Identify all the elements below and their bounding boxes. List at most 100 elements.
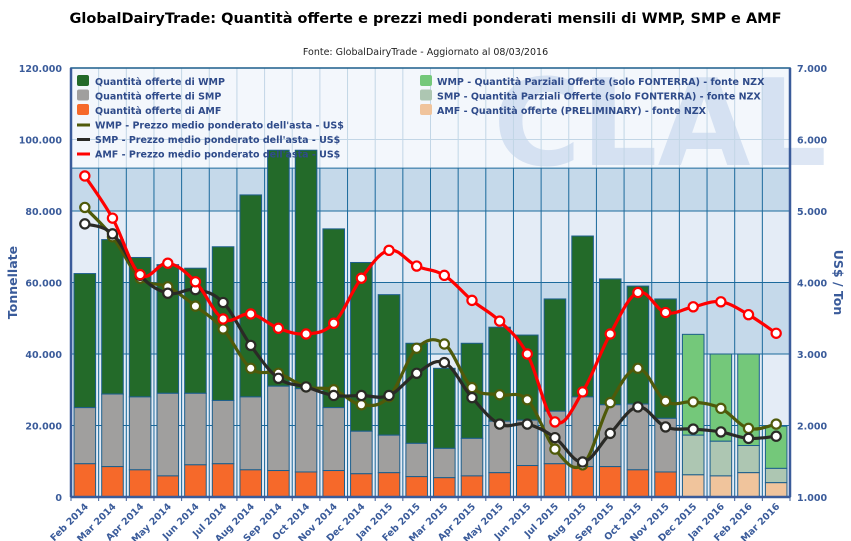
bar-amf xyxy=(239,469,263,498)
point-amf-price[interactable] xyxy=(162,257,174,269)
legend-item-label[interactable]: Quantità offerte di SMP xyxy=(95,92,221,103)
point-amf-price[interactable] xyxy=(300,328,312,340)
point-wmp-price[interactable] xyxy=(410,342,423,354)
point-smp-price[interactable] xyxy=(245,339,257,352)
point-wmp-price[interactable] xyxy=(493,389,506,401)
point-wmp-price[interactable] xyxy=(715,402,727,415)
legend-swatch[interactable] xyxy=(420,75,432,86)
point-amf-price[interactable] xyxy=(659,306,672,319)
bar-smp xyxy=(433,447,456,479)
legend-item-label[interactable]: SMP - Prezzo medio ponderato dell'asta -… xyxy=(95,135,340,146)
legend-item-label[interactable]: AMF - Quantità offerte (PRELIMINARY) - f… xyxy=(437,106,707,117)
y-tick-label: 20.000 xyxy=(25,422,62,433)
point-wmp-price[interactable] xyxy=(355,399,368,411)
point-amf-price[interactable] xyxy=(742,308,755,321)
legend-line-icon[interactable] xyxy=(77,152,90,156)
point-amf-price[interactable] xyxy=(410,260,423,272)
legend-line-icon[interactable] xyxy=(77,123,90,127)
point-smp-price[interactable] xyxy=(770,430,782,442)
point-wmp-price[interactable] xyxy=(742,422,755,435)
point-amf-price[interactable] xyxy=(134,268,146,281)
point-amf-price[interactable] xyxy=(217,313,229,325)
legend-item-label[interactable]: Quantità offerte di AMF xyxy=(95,106,221,117)
point-wmp-price[interactable] xyxy=(217,323,229,335)
bar-wmp xyxy=(488,326,511,422)
point-wmp-price[interactable] xyxy=(659,395,672,407)
point-amf-price[interactable] xyxy=(79,170,91,182)
legend-item-label[interactable]: AMF - Prezzo medio ponderato dell'asta -… xyxy=(95,150,340,161)
y2-tick-label: 7.000 xyxy=(797,64,827,75)
point-amf-price[interactable] xyxy=(466,294,478,307)
point-smp-price[interactable] xyxy=(328,389,340,402)
point-wmp-price[interactable] xyxy=(549,443,561,455)
point-wmp-price[interactable] xyxy=(770,418,782,430)
legend-item-label[interactable]: WMP - Prezzo medio ponderato dell'asta -… xyxy=(95,121,344,132)
point-smp-price[interactable] xyxy=(410,367,423,380)
point-smp-price[interactable] xyxy=(438,356,451,369)
point-amf-price[interactable] xyxy=(328,317,340,329)
point-smp-price[interactable] xyxy=(604,427,616,440)
point-smp-price[interactable] xyxy=(162,287,174,299)
point-amf-price[interactable] xyxy=(383,244,395,257)
point-wmp-price[interactable] xyxy=(521,394,533,406)
y-axis-title: Tonnellate xyxy=(5,246,20,319)
legend-line-icon[interactable] xyxy=(77,138,90,141)
legend-item-label[interactable]: SMP - Quantità Parziali Offerte (solo FO… xyxy=(437,92,761,103)
point-smp-price[interactable] xyxy=(549,431,561,444)
point-amf-price[interactable] xyxy=(245,308,257,320)
point-amf-price[interactable] xyxy=(604,328,616,340)
point-smp-price[interactable] xyxy=(300,381,312,393)
point-amf-price[interactable] xyxy=(493,315,506,327)
point-amf-price[interactable] xyxy=(715,296,727,308)
point-wmp-price[interactable] xyxy=(687,396,699,408)
point-smp-price[interactable] xyxy=(687,423,699,435)
point-smp-price[interactable] xyxy=(715,426,727,438)
point-amf-price[interactable] xyxy=(576,386,589,398)
point-wmp-price[interactable] xyxy=(189,300,202,312)
legend-swatch[interactable] xyxy=(77,75,89,86)
point-smp-price[interactable] xyxy=(383,389,395,402)
point-wmp-price[interactable] xyxy=(466,381,478,394)
bar-amf xyxy=(405,476,428,498)
point-amf-price[interactable] xyxy=(770,327,782,339)
bar-smp xyxy=(405,442,428,478)
point-smp-price[interactable] xyxy=(521,418,533,430)
point-smp-price[interactable] xyxy=(79,218,91,230)
point-smp-price[interactable] xyxy=(493,418,506,430)
point-smp-price[interactable] xyxy=(272,372,285,385)
legend-swatch[interactable] xyxy=(420,104,432,115)
legend-item-label[interactable]: WMP - Quantità Parziali Offerte (solo FO… xyxy=(437,77,765,88)
point-smp-price[interactable] xyxy=(106,228,119,240)
legend-item-label[interactable]: Quantità offerte di WMP xyxy=(95,77,225,88)
point-amf-price[interactable] xyxy=(632,286,644,299)
point-wmp-price[interactable] xyxy=(79,201,91,214)
point-smp-price[interactable] xyxy=(659,421,672,433)
point-amf-price[interactable] xyxy=(189,276,202,288)
point-smp-price[interactable] xyxy=(742,432,755,445)
point-amf-price[interactable] xyxy=(438,269,451,282)
point-smp-price[interactable] xyxy=(576,456,589,468)
point-wmp-price[interactable] xyxy=(438,338,451,350)
point-amf-price[interactable] xyxy=(549,416,561,428)
point-amf-price[interactable] xyxy=(272,322,285,334)
chart-title: GlobalDairyTrade: Quantità offerte e pre… xyxy=(69,11,782,27)
bar-amf-preliminary xyxy=(764,482,788,498)
legend-swatch[interactable] xyxy=(77,89,89,101)
point-wmp-price[interactable] xyxy=(632,362,644,374)
legend-swatch[interactable] xyxy=(77,104,89,115)
legend-swatch[interactable] xyxy=(420,89,432,101)
point-wmp-price[interactable] xyxy=(245,362,257,374)
point-smp-price[interactable] xyxy=(355,389,368,402)
point-smp-price[interactable] xyxy=(632,401,644,413)
point-amf-price[interactable] xyxy=(687,301,699,313)
point-wmp-price[interactable] xyxy=(604,396,616,409)
bar-amf xyxy=(488,472,511,498)
point-amf-price[interactable] xyxy=(521,348,533,360)
bar-smp xyxy=(101,393,124,468)
point-smp-price[interactable] xyxy=(466,391,478,404)
point-smp-price[interactable] xyxy=(217,296,229,309)
y2-tick-label: 6.000 xyxy=(797,136,827,147)
point-amf-price[interactable] xyxy=(355,272,368,284)
point-amf-price[interactable] xyxy=(106,212,119,224)
bar-amf xyxy=(460,475,484,498)
